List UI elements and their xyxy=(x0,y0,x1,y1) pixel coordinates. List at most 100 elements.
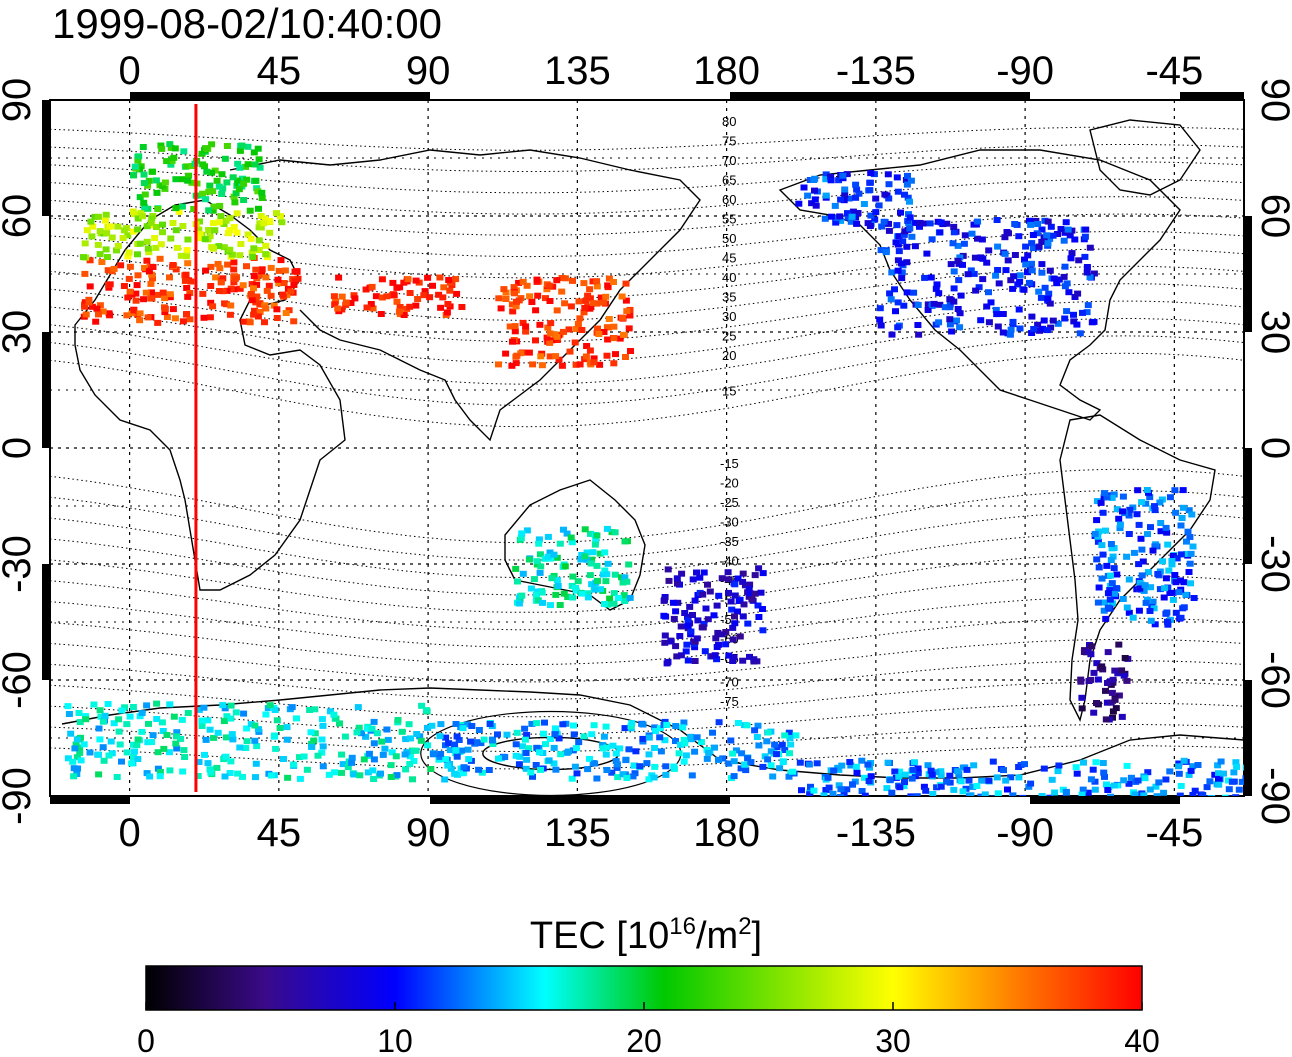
tec-cell xyxy=(1009,318,1017,325)
tec-cell xyxy=(704,616,712,623)
tec-cell xyxy=(529,773,536,780)
tec-cell xyxy=(561,275,569,282)
tec-cell xyxy=(582,297,590,304)
tec-cell xyxy=(936,301,944,308)
tec-cell xyxy=(533,276,541,283)
tec-cell xyxy=(590,355,598,362)
tec-cell xyxy=(811,187,818,194)
tec-cell xyxy=(930,300,938,307)
tec-cell xyxy=(253,185,261,192)
tec-cell xyxy=(381,745,389,752)
tec-cell xyxy=(975,284,983,291)
tec-cell xyxy=(1138,572,1146,579)
tec-cell xyxy=(970,270,978,277)
tec-cell xyxy=(674,599,682,606)
contour-line xyxy=(50,617,1244,665)
tec-cell xyxy=(673,575,681,582)
tec-cell xyxy=(233,210,241,217)
tec-cell xyxy=(166,291,174,298)
tec-cell xyxy=(147,219,155,226)
tec-cell xyxy=(605,275,613,282)
tec-cell xyxy=(555,356,563,363)
tec-cell xyxy=(946,296,954,303)
tec-cell xyxy=(736,633,744,640)
contour-line xyxy=(50,213,1244,258)
tec-cell xyxy=(567,303,575,310)
tec-cell xyxy=(567,534,575,541)
tec-cell xyxy=(1006,331,1014,338)
contour-label: -70 xyxy=(720,675,739,690)
tec-cell xyxy=(610,323,618,330)
tec-cell xyxy=(1099,551,1107,558)
tec-cell xyxy=(845,195,853,202)
tec-cell xyxy=(1160,789,1168,796)
tec-cell xyxy=(213,177,221,184)
contour-label: -30 xyxy=(720,515,739,530)
tec-cell xyxy=(413,731,421,737)
tec-cell xyxy=(76,719,84,726)
tec-cell xyxy=(1175,589,1183,596)
tec-cell xyxy=(148,271,156,278)
tec-cell xyxy=(1091,531,1099,537)
tec-cell xyxy=(885,220,892,227)
tec-cell xyxy=(406,290,414,296)
tec-cell xyxy=(759,627,767,634)
tec-cell xyxy=(597,586,604,593)
tec-cell xyxy=(1016,272,1024,279)
tec-cell xyxy=(418,702,426,709)
tec-cell xyxy=(163,314,171,320)
tec-cell xyxy=(219,288,227,295)
tec-cell xyxy=(373,730,381,737)
tec-cell xyxy=(67,730,75,737)
tec-cell xyxy=(204,760,212,767)
tec-cell xyxy=(600,329,608,335)
tec-cell xyxy=(331,769,339,776)
x-tick-label-bottom: -45 xyxy=(1145,811,1203,855)
tec-cell xyxy=(541,719,548,726)
tec-cell xyxy=(898,269,906,276)
tec-cell xyxy=(914,770,922,777)
tec-cell xyxy=(145,268,153,275)
tec-cell xyxy=(257,213,265,219)
tec-cell xyxy=(906,225,914,232)
tec-cell xyxy=(1074,290,1082,297)
tec-cell xyxy=(1138,546,1146,553)
tec-cell xyxy=(553,337,561,343)
tec-cell xyxy=(704,581,711,588)
tec-cell xyxy=(1016,325,1024,332)
tec-cell xyxy=(1107,572,1114,579)
tec-cell xyxy=(1113,571,1121,578)
tec-cell xyxy=(133,282,141,289)
tec-cell xyxy=(893,222,901,229)
tec-cell xyxy=(1011,252,1019,258)
tec-cell xyxy=(96,707,104,714)
tec-cell xyxy=(715,641,722,648)
tec-cell xyxy=(779,759,787,766)
tec-cell xyxy=(515,600,523,607)
tec-cell xyxy=(154,206,162,212)
tec-cell xyxy=(243,263,250,270)
tec-cell xyxy=(626,594,634,601)
tec-cell xyxy=(256,309,264,315)
tec-cell xyxy=(757,589,765,596)
tec-cell xyxy=(428,722,436,729)
tec-cell xyxy=(198,723,206,729)
tec-cell xyxy=(272,745,280,752)
tec-cell xyxy=(1108,600,1116,607)
tec-cell xyxy=(1225,777,1232,784)
tec-cell xyxy=(1091,778,1099,785)
tec-cell xyxy=(1137,535,1145,542)
tec-cell xyxy=(575,298,583,305)
tec-cell xyxy=(1009,792,1017,796)
tec-cell xyxy=(1088,643,1096,650)
tec-cell xyxy=(620,592,628,599)
tec-cell xyxy=(119,235,127,241)
tec-cell xyxy=(126,713,134,720)
tec-cell xyxy=(344,764,352,771)
tec-cell xyxy=(713,656,721,663)
tec-cell xyxy=(308,740,316,747)
tec-cell xyxy=(206,233,214,240)
tec-cell xyxy=(866,764,873,771)
tec-cell xyxy=(368,725,376,732)
tec-cell xyxy=(81,303,89,310)
